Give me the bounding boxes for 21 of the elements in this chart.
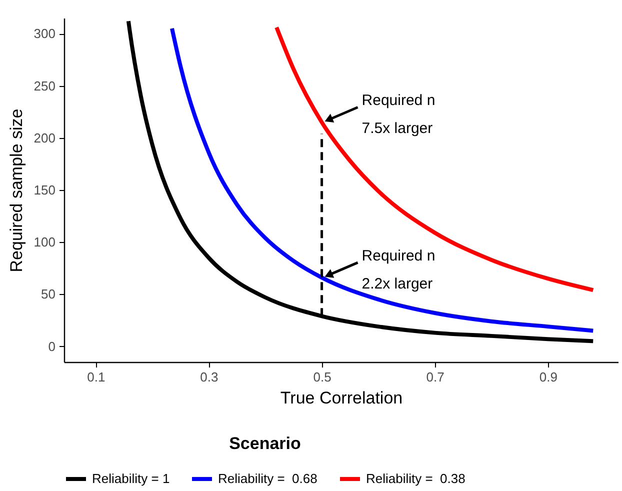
y-tick-label: 0 — [48, 338, 56, 354]
annotation: Required n 2.2x larger — [362, 248, 436, 293]
line-series — [274, 25, 596, 292]
legend-label: Reliability = 1 — [92, 471, 170, 486]
x-tick-label: 0.9 — [539, 370, 558, 384]
x-tick-label: 0.5 — [313, 370, 332, 384]
y-axis-title: Required sample size — [6, 108, 26, 272]
y-tick-label: 150 — [34, 182, 56, 198]
x-tick-label: 0.1 — [87, 370, 106, 384]
y-tick-label: 250 — [34, 78, 56, 94]
legend-label: Reliability = 0.68 — [218, 471, 318, 486]
legend-title: Scenario — [229, 434, 301, 453]
y-tick-label: 50 — [41, 286, 56, 302]
y-tick-label: 200 — [34, 130, 56, 146]
x-axis-title: True Correlation — [280, 388, 403, 408]
x-tick-label: 0.7 — [426, 370, 444, 384]
y-tick-label: 300 — [34, 26, 56, 42]
x-tick-label: 0.3 — [200, 370, 218, 384]
y-tick-label: 100 — [34, 234, 56, 250]
legend-label: Reliability = 0.38 — [366, 471, 466, 486]
annotation: Required n 7.5x larger — [362, 92, 436, 138]
